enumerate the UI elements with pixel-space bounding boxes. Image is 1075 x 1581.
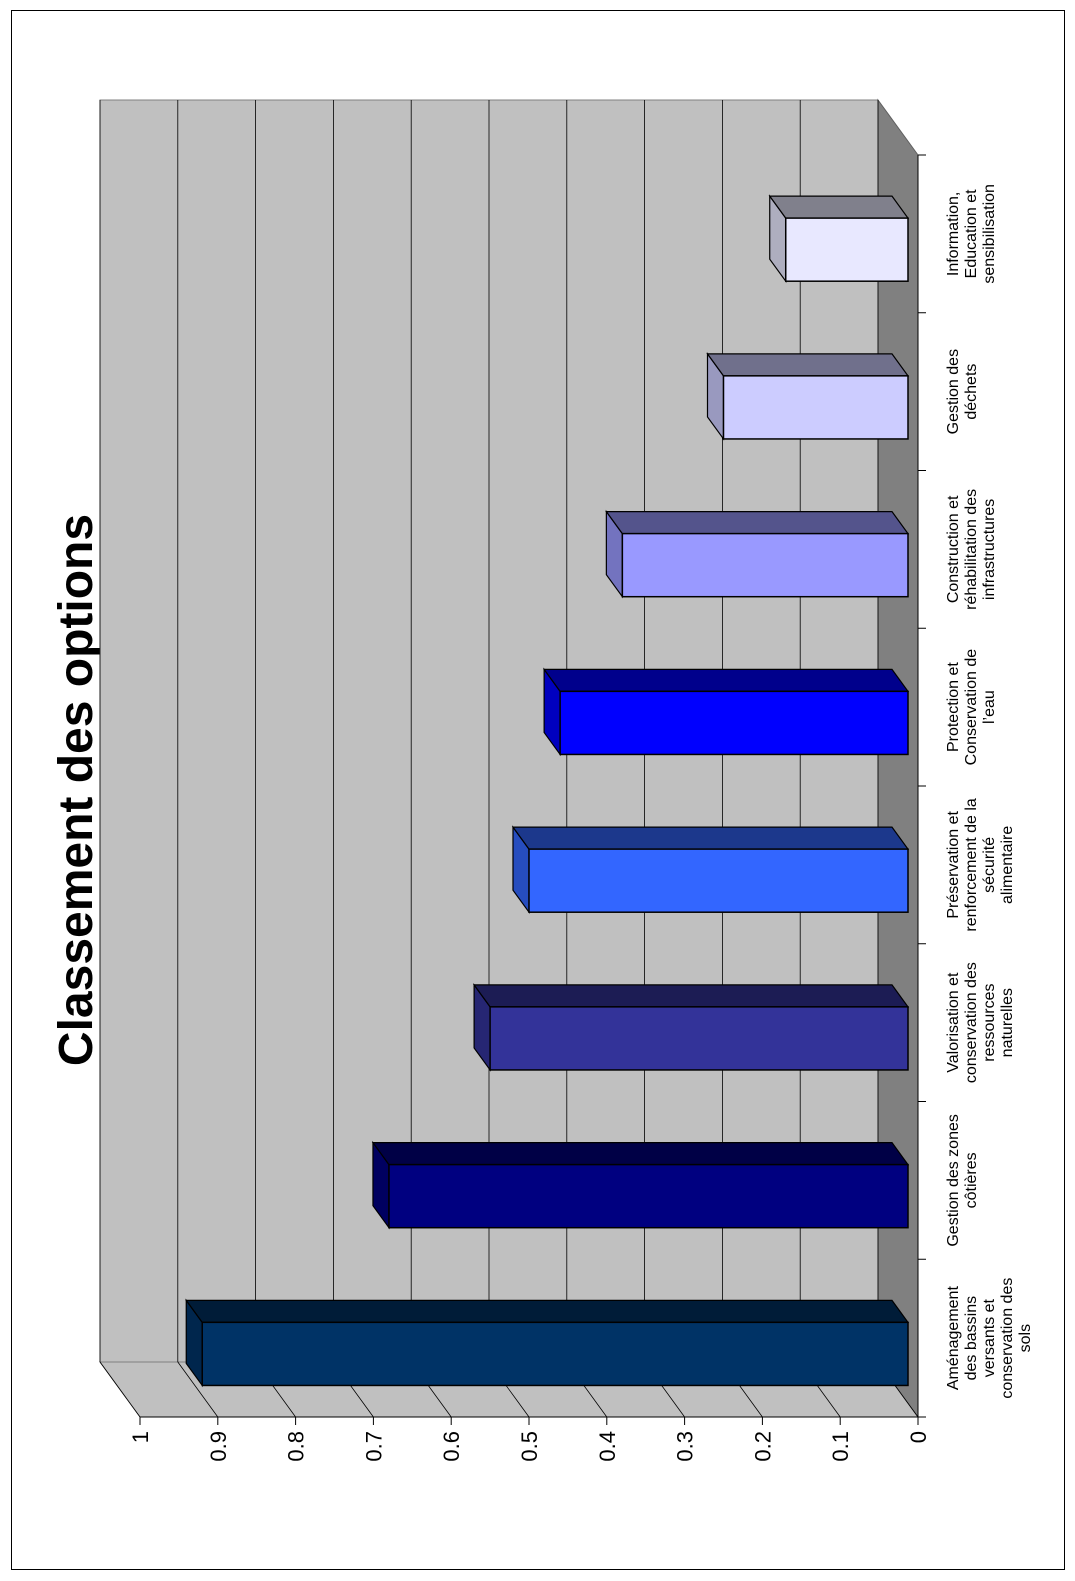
category-label-line: des bassins xyxy=(963,1296,980,1381)
value-tick-label: 0.4 xyxy=(595,1431,620,1462)
value-tick-label: 0.2 xyxy=(750,1431,775,1462)
category-label-line: versants et xyxy=(981,1298,998,1377)
bar-side-face xyxy=(768,195,910,219)
bar-front-face xyxy=(528,848,909,913)
bar xyxy=(185,1298,910,1388)
category-label-line: Gestion des zones xyxy=(945,1114,962,1247)
category-label-line: Gestion des xyxy=(945,349,962,434)
category-label-line: Information, xyxy=(945,192,962,276)
category-label: Valorisation etconservation desressource… xyxy=(945,962,1016,1083)
bar-side-face xyxy=(511,826,910,850)
category-label-line: Conservation de xyxy=(963,649,980,766)
category-label-line: réhabilitation des xyxy=(963,489,980,610)
value-tick-label: 0.8 xyxy=(284,1431,309,1462)
bar xyxy=(706,352,910,441)
category-label: Information,Education etsensibilisation xyxy=(945,184,998,284)
category-label-line: Préservation et xyxy=(945,811,962,919)
category-label-line: Construction et xyxy=(945,495,962,603)
category-label-line: renforcement de la xyxy=(963,798,980,932)
category-label-line: côtières xyxy=(963,1152,980,1208)
category-label-line: naturelles xyxy=(999,988,1016,1057)
bar-front-face xyxy=(621,532,909,598)
bar-side-face xyxy=(605,511,910,535)
category-label-line: sensibilisation xyxy=(981,184,998,284)
value-tick-label: 1 xyxy=(128,1431,153,1443)
category-label-line: Valorisation et xyxy=(945,972,962,1073)
value-tick-label: 0.1 xyxy=(828,1431,853,1462)
category-label-line: Aménagement xyxy=(945,1286,962,1391)
category-label: Aménagementdes bassinsversants etconserv… xyxy=(945,1278,1034,1399)
value-tick-label: 0.9 xyxy=(206,1431,231,1462)
bar xyxy=(472,983,910,1072)
bar-front-face xyxy=(559,690,909,756)
category-label: Préservation etrenforcement de lasécurit… xyxy=(945,798,1016,932)
category-label: Construction etréhabilitation desinfrast… xyxy=(945,489,998,610)
category-label-line: alimentaire xyxy=(999,826,1016,904)
gridline xyxy=(99,1361,141,1418)
bar-front-face xyxy=(489,1006,909,1071)
bar-side-face xyxy=(472,984,910,1008)
category-label-line: sols xyxy=(1017,1324,1034,1352)
category-label-line: l’eau xyxy=(981,690,998,724)
bar-side-face xyxy=(542,668,910,692)
bar-front-face xyxy=(201,1321,909,1387)
category-label-line: conservation des xyxy=(963,962,980,1083)
value-tick-label: 0.5 xyxy=(517,1431,542,1462)
bar-side-face xyxy=(371,1141,910,1166)
category-label-line: Protection et xyxy=(945,662,962,752)
value-tick-label: 0.6 xyxy=(439,1431,464,1462)
bar-front-face xyxy=(388,1163,909,1229)
bar xyxy=(768,194,910,284)
category-axis: Aménagementdes bassinsversants etconserv… xyxy=(917,154,1034,1418)
category-label-line: déchets xyxy=(963,364,980,420)
bars xyxy=(185,194,910,1388)
bar-side-face xyxy=(706,353,910,377)
bar-front-face xyxy=(784,217,909,282)
category-label-line: conservation des xyxy=(999,1278,1016,1399)
bar-side-face xyxy=(185,1299,910,1323)
chart-title: Classement des options xyxy=(50,514,103,1066)
value-tick-label: 0.7 xyxy=(361,1431,386,1462)
category-label: Protection etConservation del’eau xyxy=(945,649,998,766)
bar xyxy=(511,825,910,915)
value-tick-label: 0 xyxy=(906,1431,931,1443)
bar xyxy=(605,509,910,599)
category-label: Gestion des zonescôtières xyxy=(945,1114,980,1247)
category-label-line: Education et xyxy=(963,189,980,279)
bar-front-face xyxy=(722,375,909,440)
value-tick-label: 0.3 xyxy=(673,1431,698,1462)
value-axis: 0 0.1 0.2 0.3 0.4 0.5 0.6 0.7 0.8 0.9 1 xyxy=(128,1416,931,1462)
bar xyxy=(371,1140,910,1230)
gridline xyxy=(177,1361,219,1418)
category-label-line: sécurité xyxy=(981,837,998,893)
category-label-line: ressources xyxy=(981,984,998,1062)
category-label-line: infrastructures xyxy=(981,499,998,600)
bar xyxy=(542,667,910,757)
category-label: Gestion desdéchets xyxy=(945,349,980,434)
